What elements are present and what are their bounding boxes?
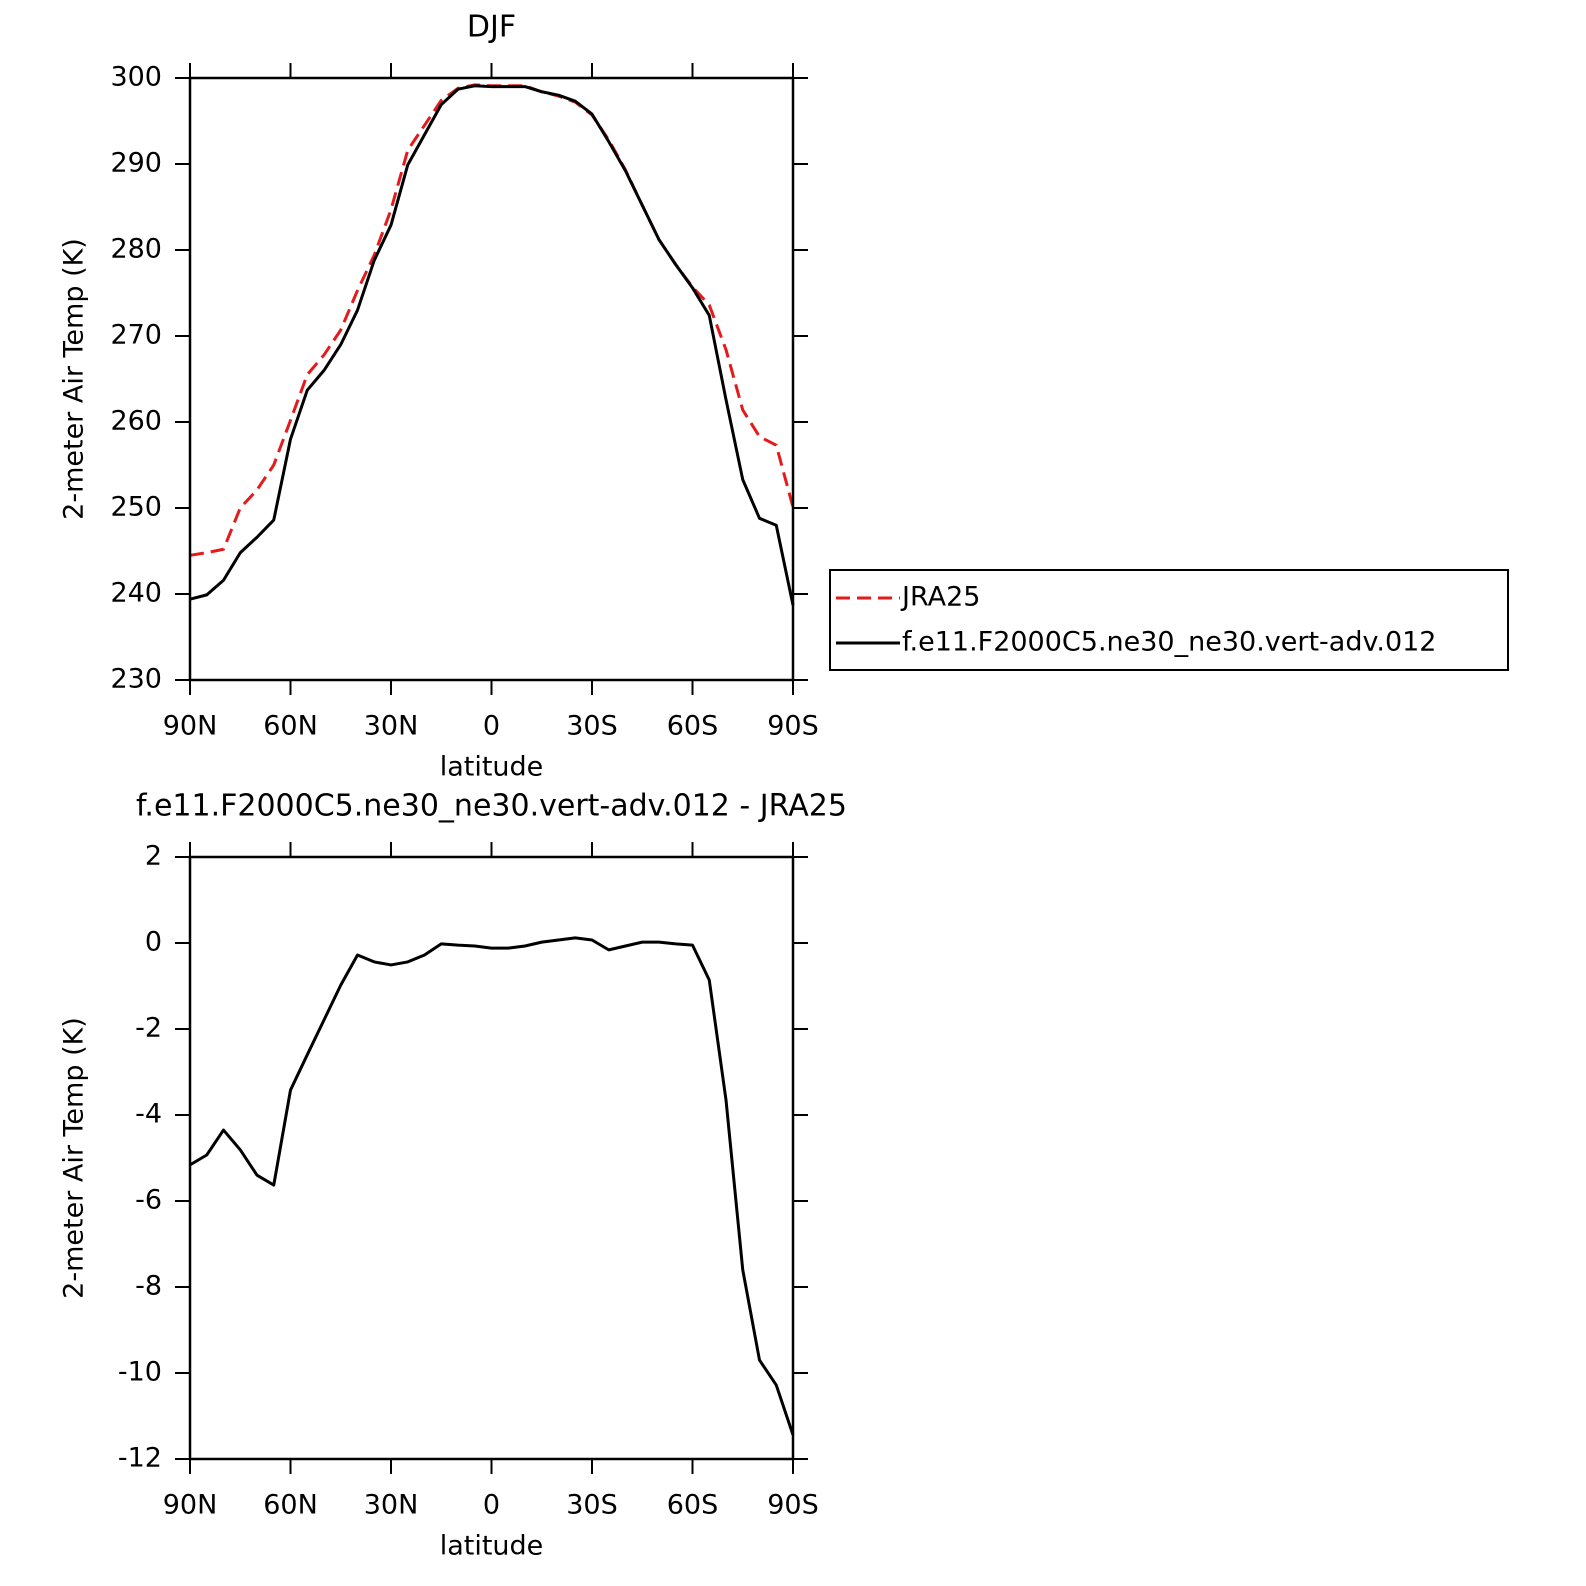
x-tick-label: 90N: [163, 1490, 218, 1521]
x-axis-label: latitude: [440, 1531, 544, 1562]
y-tick-label: 300: [110, 62, 162, 93]
y-tick-label: 280: [110, 234, 162, 265]
x-tick-label: 90N: [163, 711, 218, 742]
y-tick-label: 290: [110, 148, 162, 179]
plot-frame: [188, 855, 795, 1461]
y-tick-label: 250: [110, 492, 162, 523]
y-axis-label: 2-meter Air Temp (K): [59, 1017, 90, 1299]
x-tick-label: 30S: [566, 711, 618, 742]
x-tick-label: 0: [483, 711, 500, 742]
y-axis-label: 2-meter Air Temp (K): [59, 238, 90, 520]
x-tick-label: 60N: [263, 1490, 318, 1521]
y-tick-label: -8: [135, 1271, 162, 1302]
legend-box: [829, 569, 1509, 671]
legend-label: f.e11.F2000C5.ne30_ne30.vert-adv.012: [902, 627, 1436, 658]
y-tick-label: -12: [118, 1443, 162, 1474]
y-tick-label: 2: [145, 841, 162, 872]
y-tick-label: 260: [110, 406, 162, 437]
y-tick-label: -4: [135, 1099, 162, 1130]
y-tick-label: -10: [118, 1357, 162, 1388]
y-tick-label: 230: [110, 664, 162, 695]
chart-title: f.e11.F2000C5.ne30_ne30.vert-adv.012 - J…: [136, 789, 847, 824]
y-tick-label: -6: [135, 1185, 162, 1216]
plot-frame: [188, 76, 795, 682]
legend-label: JRA25: [900, 582, 980, 613]
y-tick-label: -2: [135, 1013, 162, 1044]
x-tick-label: 30N: [364, 1490, 419, 1521]
x-tick-label: 60N: [263, 711, 318, 742]
data-line: [189, 84, 795, 606]
x-tick-label: 90S: [767, 1490, 819, 1521]
data-line: [189, 936, 795, 1436]
x-tick-label: 30S: [566, 1490, 618, 1521]
x-tick-label: 0: [483, 1490, 500, 1521]
y-tick-label: 240: [110, 578, 162, 609]
x-tick-label: 90S: [767, 711, 819, 742]
y-tick-label: 0: [145, 927, 162, 958]
x-axis-label: latitude: [440, 752, 544, 783]
x-tick-label: 60S: [667, 1490, 719, 1521]
x-tick-label: 30N: [364, 711, 419, 742]
x-tick-label: 60S: [667, 711, 719, 742]
y-tick-label: 270: [110, 320, 162, 351]
chart-title: DJF: [467, 10, 516, 45]
